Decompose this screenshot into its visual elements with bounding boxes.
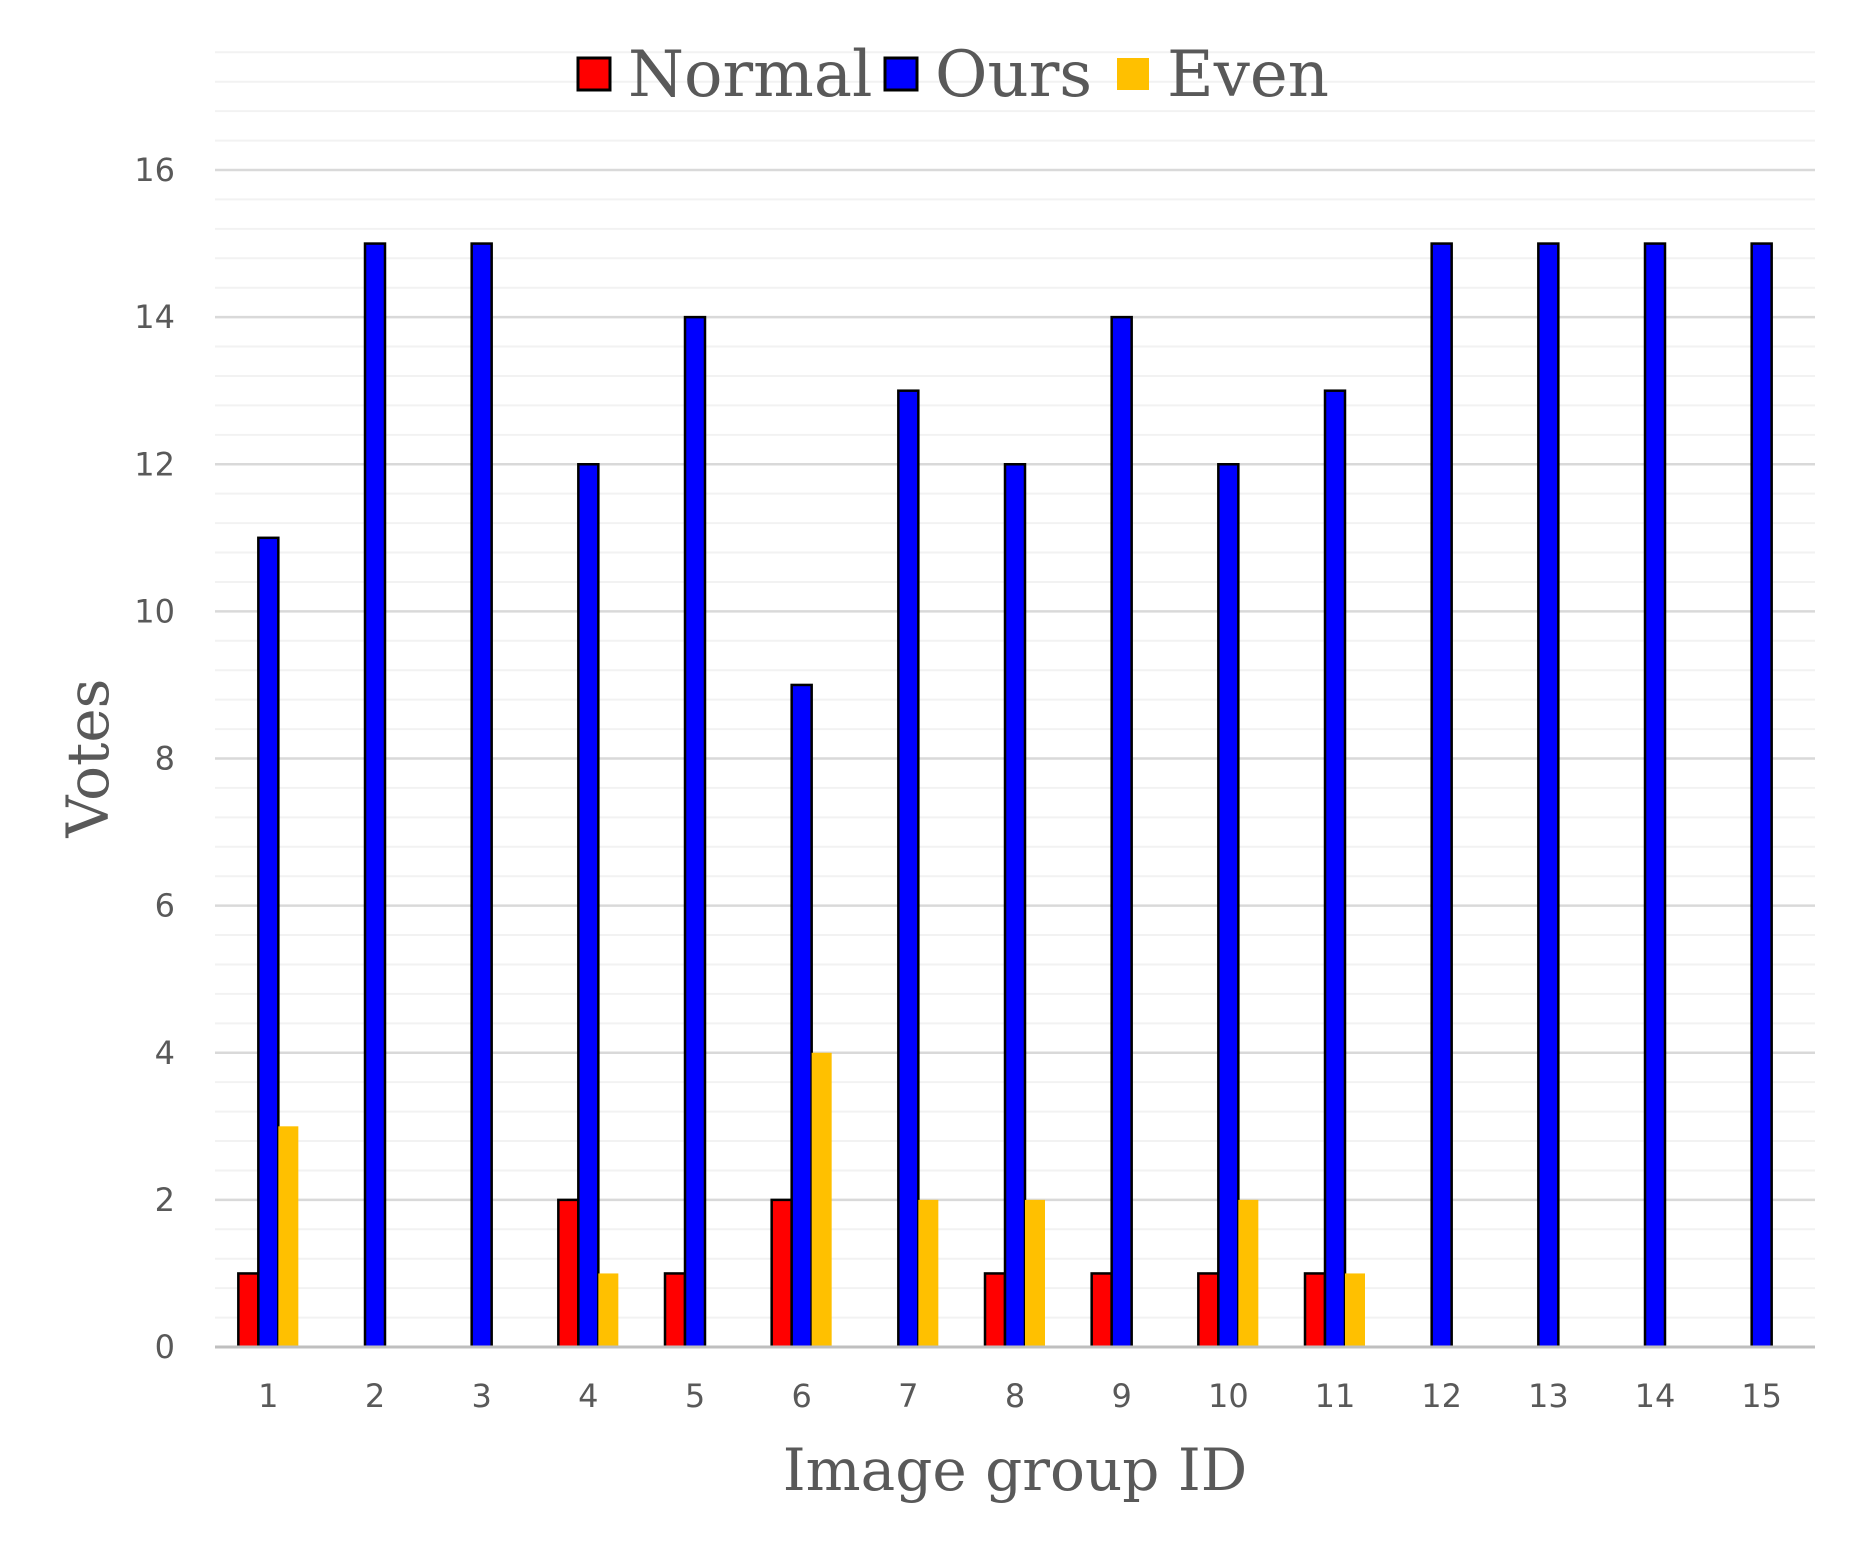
- bar-ours-7: [897, 389, 920, 1349]
- y-tick-label: 12: [134, 445, 175, 483]
- bar-normal-5: [663, 1272, 687, 1349]
- x-tick-label: 12: [1421, 1377, 1462, 1415]
- bar-ours-14: [1643, 242, 1667, 1349]
- x-tick-label: 6: [791, 1377, 811, 1415]
- bar-ours-2: [363, 242, 387, 1349]
- legend-item-even: Even: [1117, 38, 1329, 112]
- bars: [237, 242, 1773, 1349]
- bar-ours-11: [1323, 389, 1347, 1349]
- legend-item-ours: Ours: [883, 38, 1092, 112]
- bar-ours-12: [1430, 242, 1453, 1349]
- x-axis-title: Image group ID: [783, 1436, 1247, 1504]
- legend: Normal Ours Even: [576, 38, 1329, 112]
- y-axis-title: Votes: [54, 679, 122, 839]
- x-tick-label: 3: [471, 1377, 491, 1415]
- legend-label: Ours: [935, 38, 1092, 112]
- x-tick-label: 14: [1635, 1377, 1676, 1415]
- bar-even-1: [278, 1126, 299, 1347]
- x-tick-label: 2: [365, 1377, 385, 1415]
- bar-ours-1: [257, 536, 280, 1349]
- x-tick-label: 9: [1111, 1377, 1131, 1415]
- legend-item-normal: Normal: [576, 38, 872, 112]
- x-tick-label: 7: [898, 1377, 918, 1415]
- bar-ours-8: [1003, 463, 1027, 1349]
- bar-normal-8: [983, 1272, 1007, 1349]
- y-tick-label: 0: [155, 1328, 175, 1366]
- y-tick-label: 16: [134, 151, 175, 189]
- y-tick-label: 6: [155, 887, 175, 925]
- legend-swatch: [883, 56, 919, 92]
- y-tick-label: 2: [155, 1181, 175, 1219]
- x-tick-label: 8: [1005, 1377, 1025, 1415]
- bar-ours-6: [790, 683, 813, 1349]
- bar-normal-10: [1197, 1272, 1220, 1349]
- bar-even-10: [1238, 1199, 1259, 1347]
- x-tick-label: 5: [685, 1377, 705, 1415]
- bar-even-11: [1345, 1273, 1365, 1347]
- bar-even-8: [1025, 1199, 1045, 1347]
- x-tick-label: 10: [1208, 1377, 1249, 1415]
- bar-ours-4: [577, 463, 600, 1349]
- bar-normal-6: [770, 1198, 793, 1349]
- bar-ours-9: [1110, 315, 1133, 1349]
- bar-ours-3: [470, 242, 493, 1349]
- x-tick-label: 4: [578, 1377, 598, 1415]
- bar-normal-9: [1090, 1272, 1113, 1349]
- bar-normal-11: [1303, 1272, 1327, 1349]
- x-tick-label: 1: [258, 1377, 278, 1415]
- y-tick-label: 4: [155, 1034, 175, 1072]
- x-tick-label: 15: [1741, 1377, 1782, 1415]
- legend-swatch: [576, 56, 612, 92]
- bar-normal-1: [237, 1272, 260, 1349]
- bar-even-7: [918, 1199, 939, 1347]
- bar-even-6: [811, 1052, 832, 1347]
- bar-ours-13: [1537, 242, 1560, 1349]
- y-tick-label: 14: [134, 298, 175, 336]
- bar-ours-10: [1217, 463, 1240, 1349]
- x-tick-label: 13: [1528, 1377, 1569, 1415]
- legend-swatch: [1117, 58, 1149, 90]
- y-tick-label: 10: [134, 592, 175, 630]
- legend-label: Normal: [628, 38, 872, 112]
- legend-label: Even: [1167, 38, 1329, 112]
- bar-even-4: [598, 1273, 619, 1347]
- bar-ours-5: [683, 315, 707, 1349]
- bar-ours-15: [1750, 242, 1773, 1349]
- y-tick-label: 8: [155, 740, 175, 778]
- x-tick-label: 11: [1315, 1377, 1356, 1415]
- bar-normal-4: [557, 1198, 580, 1349]
